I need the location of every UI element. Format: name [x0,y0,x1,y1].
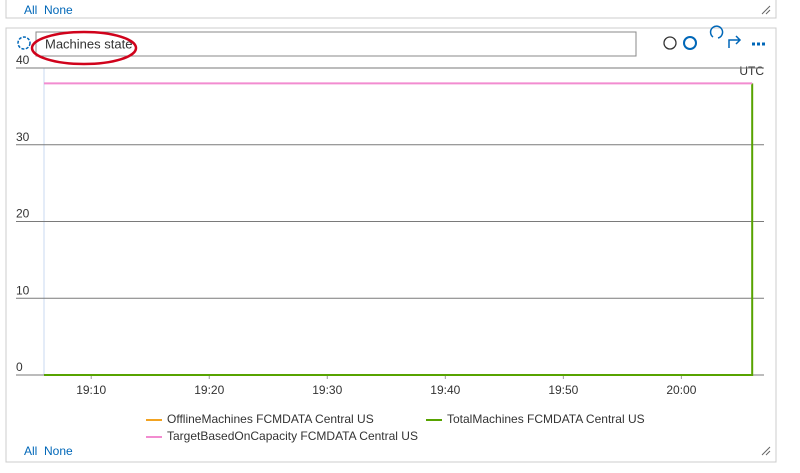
y-tick-label: 20 [16,207,30,221]
legend-label: OfflineMachines FCMDATA Central US [167,412,374,426]
select-all[interactable]: All [24,444,37,458]
legend-label: TotalMachines FCMDATA Central US [447,412,645,426]
y-tick-label: 0 [16,360,23,374]
panel [5,27,777,463]
x-tick-label: 19:20 [194,383,224,397]
share-icon[interactable] [728,35,742,48]
info-icon[interactable] [663,36,677,50]
refresh-settings-icon[interactable] [683,36,697,50]
resize-grip[interactable] [761,5,771,15]
settings-icon[interactable] [17,36,31,50]
select-none[interactable]: None [44,444,73,458]
x-tick-label: 20:00 [666,383,696,397]
x-tick-label: 19:10 [76,383,106,397]
y-tick-label: 40 [16,53,30,67]
series-line [44,83,754,376]
x-tick-label: 19:40 [430,383,460,397]
chart-title: Machines state [45,36,132,51]
resize-grip[interactable] [761,446,771,456]
x-tick-label: 19:30 [312,383,342,397]
top-panel [5,0,777,19]
y-tick-label: 30 [16,130,30,144]
annotation-circle [30,30,138,66]
y-tick-label: 10 [16,283,30,297]
select-none[interactable]: None [44,3,73,17]
legend-label: TargetBasedOnCapacity FCMDATA Central US [167,429,418,443]
select-all[interactable]: All [24,3,37,17]
refresh-icon[interactable] [709,25,724,39]
plot: 0 10 20 30 40 19:10 19:20 19:30 19:40 19:50 20:00 O… [16,53,764,443]
timezone: UTC [739,64,764,78]
x-tick-label: 19:50 [548,383,578,397]
